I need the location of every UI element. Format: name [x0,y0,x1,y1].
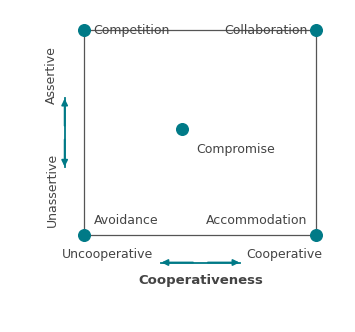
Point [179,126,185,131]
Text: Avoidance: Avoidance [94,214,158,227]
Text: Assertive: Assertive [45,46,58,104]
Text: Cooperative: Cooperative [246,248,322,261]
Text: Cooperativeness: Cooperativeness [138,275,263,288]
Point [82,28,87,33]
Text: Collaboration: Collaboration [224,24,307,37]
Text: Compromise: Compromise [196,143,274,156]
Text: Competition: Competition [94,24,170,37]
Text: Accommodation: Accommodation [206,214,307,227]
Text: Unassertive: Unassertive [45,153,58,227]
Point [314,28,320,33]
Text: Uncooperative: Uncooperative [62,248,153,261]
Point [82,232,87,238]
Point [314,232,320,238]
